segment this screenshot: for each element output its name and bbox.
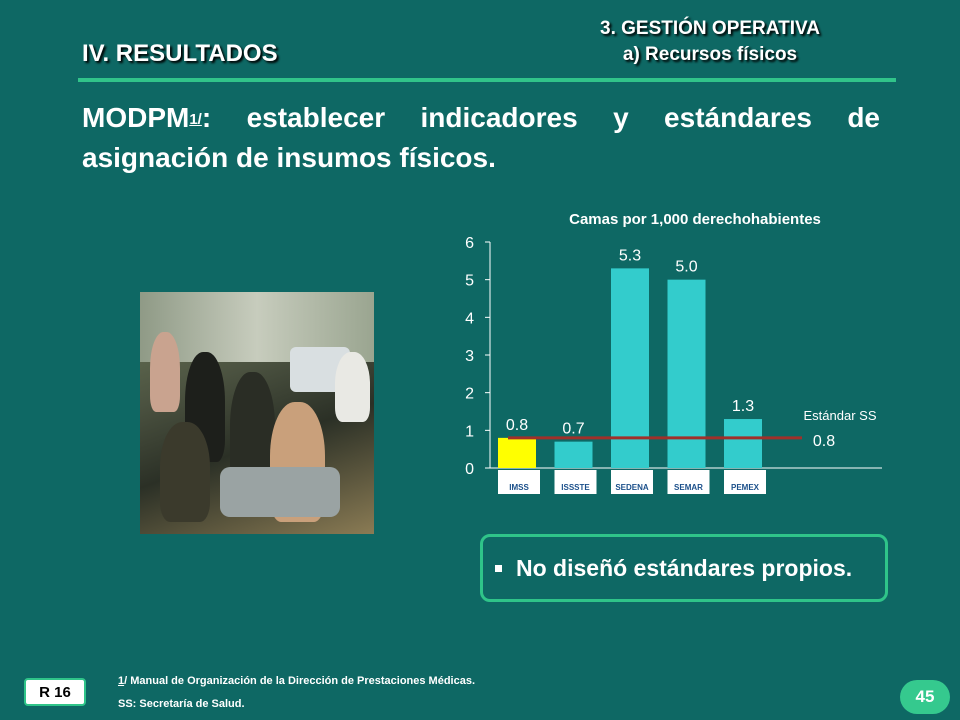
footnote-1-text: / Manual de Organización de la Dirección… [124,675,476,687]
reference-value: 0.8 [813,433,835,450]
category-label: PEMEX [731,483,760,492]
page-number: 45 [900,680,950,714]
y-tick-label: 5 [465,273,474,290]
bar-sedena [611,268,649,468]
logo-semar-icon [667,470,710,494]
callout-text: No diseñó estándares propios. [516,554,853,581]
footnotes: 1/ Manual de Organización de la Direcció… [118,670,475,716]
logo-issste-icon [554,470,597,494]
data-label: 1.3 [732,398,754,415]
data-label: 0.8 [506,417,528,434]
header-subtopic: a) Recursos físicos [622,44,798,65]
reference-label: Estándar SS [804,408,877,423]
footnote-1: 1/ Manual de Organización de la Direcció… [118,670,475,693]
bullet-icon [495,564,502,572]
logo-sedena-icon [611,470,653,494]
bar-pemex [724,419,762,468]
data-label: 5.3 [619,247,641,264]
section-title: IV. RESULTADOS [82,40,278,67]
y-tick-label: 0 [465,461,474,478]
bar-chart: 0 1 2 3 4 5 6 0.8 IMSS 0.7 ISSSTE 5.3 SEDENA 5.0 SEMAR… [465,235,882,494]
header-divider [78,78,896,82]
category-label: SEMAR [674,483,703,492]
y-tick-label: 3 [465,348,474,365]
category-label: IMSS [509,483,529,492]
y-tick-label: 2 [465,386,474,403]
callout-box: No diseñó estándares propios. [480,534,888,602]
logo-pemex-icon [724,470,766,494]
header-topic: 3. GESTIÓN OPERATIVA [600,18,820,39]
chart-title: Camas por 1,000 derechohabientes [569,211,821,228]
y-tick-label: 4 [465,310,474,327]
title-prefix: MODPM [82,102,190,133]
title-footnote-ref: 1/ [189,111,202,128]
footnote-1-num: 1 [118,675,125,687]
title-text: : establecer indicadores y estándares de… [82,102,880,173]
header-topic-block: 3. GESTIÓN OPERATIVA a) Recursos físicos [560,16,860,68]
category-label: SEDENA [615,483,649,492]
y-tick-label: 6 [465,235,474,252]
y-tick-label: 1 [465,423,474,440]
page-title: MODPM1/: establecer indicadores y estánd… [82,98,880,178]
bar-semar [667,279,706,468]
data-label: 5.0 [675,259,697,276]
category-label: ISSSTE [561,483,590,492]
bar-imss [498,437,536,468]
data-label: 0.7 [562,421,584,438]
logo-imss-icon [498,470,540,494]
footnote-2: SS: Secretaría de Salud. [118,698,245,710]
ref-badge: R 16 [24,678,86,706]
bar-issste [554,441,593,468]
hospital-photo [140,292,374,534]
